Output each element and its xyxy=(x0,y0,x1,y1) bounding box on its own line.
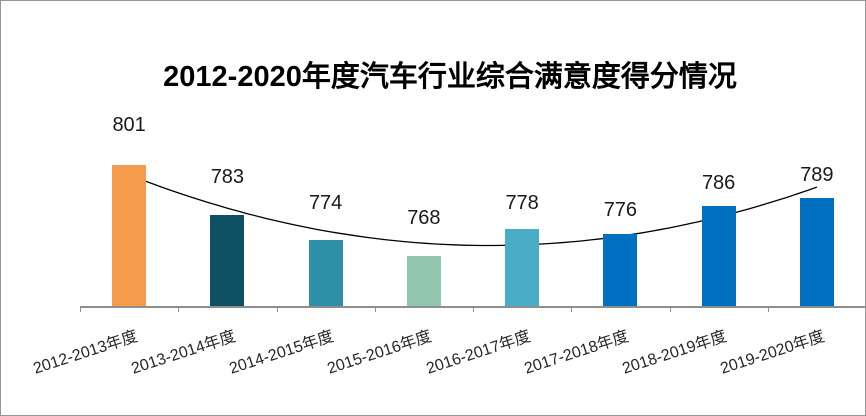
bar xyxy=(603,234,638,306)
x-axis-tick xyxy=(80,308,81,312)
x-axis-tick xyxy=(571,308,573,312)
bar-value-label: 774 xyxy=(308,191,343,214)
category-label: 2014-2015年度 xyxy=(227,328,336,378)
bar-value-label: 783 xyxy=(210,165,245,188)
bar-value-label: 801 xyxy=(112,113,146,136)
x-axis-tick xyxy=(178,308,180,312)
bar xyxy=(308,239,343,306)
bar xyxy=(701,206,736,306)
bar-value-label: 778 xyxy=(505,191,539,214)
bar-value-label: 768 xyxy=(407,207,441,230)
category-label: 2012-2013年度 xyxy=(30,328,140,378)
x-axis-tick xyxy=(374,308,376,312)
x-axis-tick xyxy=(669,308,671,312)
x-axis-tick xyxy=(473,308,474,312)
bar-value-label: 789 xyxy=(800,164,834,187)
category-label: 2019-2020年度 xyxy=(718,328,828,378)
bar xyxy=(505,228,540,306)
x-axis-line xyxy=(80,306,865,308)
x-axis-tick xyxy=(767,308,769,312)
bar-value-label: 776 xyxy=(603,199,638,222)
chart-title: 2012-2020年度汽车行业综合满意度得分情况 xyxy=(163,61,737,93)
category-label: 2017-2018年度 xyxy=(522,328,631,378)
bar xyxy=(210,214,245,306)
category-label: 2018-2019年度 xyxy=(620,328,729,378)
bar-value-label: 786 xyxy=(701,172,736,195)
category-label: 2013-2014年度 xyxy=(129,328,238,378)
bar xyxy=(112,164,147,306)
bar xyxy=(799,198,834,306)
category-label: 2016-2017年度 xyxy=(423,328,533,378)
category-label: 2015-2016年度 xyxy=(325,328,435,378)
x-axis-tick xyxy=(276,308,278,312)
bar xyxy=(406,256,441,306)
